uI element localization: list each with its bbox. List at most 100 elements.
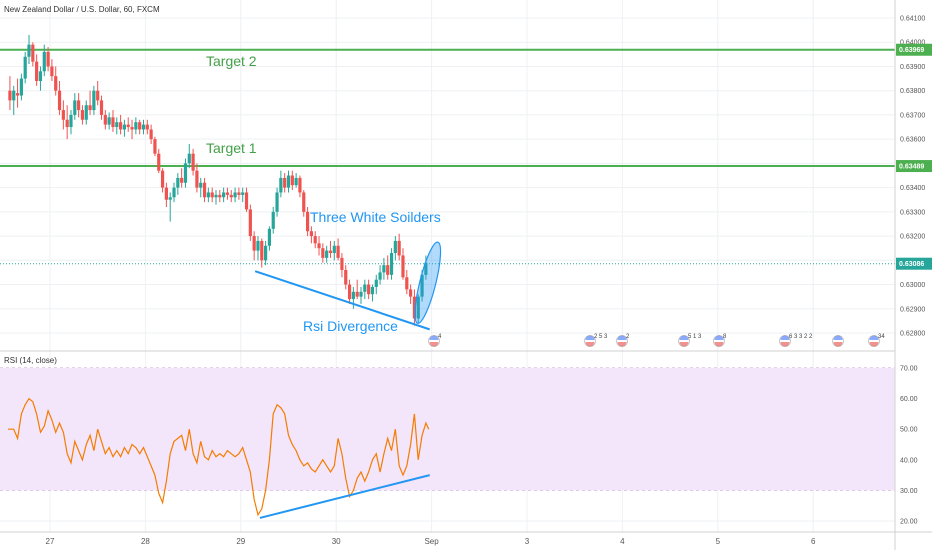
date-tick-label: 30 bbox=[332, 537, 341, 546]
candle-body bbox=[386, 265, 390, 275]
candle-body bbox=[222, 192, 226, 198]
rsi-tick-label: 20.00 bbox=[900, 519, 918, 526]
candle-body bbox=[267, 228, 272, 246]
event-marker[interactable]: 8 bbox=[713, 334, 728, 347]
candle-body bbox=[317, 243, 321, 249]
candle-body bbox=[35, 61, 39, 81]
date-tick-label: 29 bbox=[236, 537, 245, 546]
candle-body bbox=[191, 153, 195, 171]
price-tick-label: 0.63900 bbox=[900, 64, 925, 71]
candle-body bbox=[363, 284, 367, 292]
candle-body bbox=[46, 51, 50, 67]
candle-body bbox=[286, 175, 291, 188]
candle-body bbox=[42, 51, 46, 72]
candle-body bbox=[118, 122, 123, 130]
candle-body bbox=[202, 182, 207, 198]
candle-body bbox=[412, 296, 417, 319]
economic-events[interactable]: 4 2 5 3 2 5 1 3 8 6 3 3 2 2 34 bbox=[428, 334, 886, 347]
three-soldiers-ellipse[interactable] bbox=[410, 240, 446, 325]
candle-body bbox=[344, 270, 348, 285]
candle-body bbox=[309, 231, 313, 237]
candle-body bbox=[84, 105, 88, 120]
price-tick-label: 0.63300 bbox=[900, 209, 925, 216]
candle-body bbox=[206, 192, 210, 198]
candle-body bbox=[214, 194, 218, 198]
annotation-target-1[interactable]: Target 1 bbox=[206, 140, 257, 156]
candle-body bbox=[302, 192, 306, 212]
candle-body bbox=[50, 66, 54, 77]
event-marker[interactable]: 6 3 3 2 2 bbox=[779, 334, 814, 347]
price-divergence-trendline[interactable] bbox=[254, 270, 431, 331]
event-marker[interactable]: 2 bbox=[616, 334, 631, 347]
event-flag-top bbox=[617, 335, 627, 340]
event-flag-top bbox=[833, 335, 843, 340]
candle-body bbox=[199, 182, 203, 188]
price-tick-label: 0.63200 bbox=[900, 234, 925, 241]
candles bbox=[8, 34, 428, 326]
candle-body bbox=[210, 192, 214, 198]
candle-body bbox=[187, 153, 191, 164]
candle-body bbox=[370, 286, 375, 295]
event-marker[interactable]: 2 5 3 bbox=[584, 334, 609, 347]
rsi-tick-label: 50.00 bbox=[900, 427, 918, 434]
candle-body bbox=[31, 44, 35, 62]
event-marker[interactable]: 5 1 3 bbox=[678, 334, 703, 347]
candle-body bbox=[54, 76, 58, 91]
candle-body bbox=[92, 90, 96, 111]
candle-body bbox=[244, 192, 249, 210]
candle-body bbox=[8, 90, 12, 101]
event-marker[interactable]: 4 bbox=[428, 334, 443, 347]
candle-body bbox=[424, 262, 428, 275]
candle-body bbox=[420, 274, 424, 297]
time-axis[interactable]: 27 28 29 30 Sep 3 4 5 6 bbox=[46, 537, 816, 546]
candle-body bbox=[168, 197, 172, 200]
price-tag-bg bbox=[896, 160, 932, 173]
price-tick-label: 0.64000 bbox=[900, 40, 925, 47]
candle-body bbox=[145, 124, 149, 130]
candle-body bbox=[275, 192, 279, 212]
candle-body bbox=[336, 245, 340, 258]
candle-body bbox=[88, 105, 92, 111]
rsi-divergence-trendline[interactable] bbox=[259, 474, 430, 519]
candle-body bbox=[382, 265, 386, 273]
event-flag-bottom bbox=[714, 342, 724, 347]
event-marker[interactable]: 34 bbox=[868, 334, 886, 347]
event-flag-top bbox=[585, 335, 595, 340]
event-flag-top bbox=[869, 335, 879, 340]
candle-body bbox=[149, 129, 153, 140]
event-flag-bottom bbox=[585, 342, 595, 347]
candle-body bbox=[103, 114, 107, 125]
candle-body bbox=[23, 56, 27, 79]
candle-body bbox=[218, 194, 222, 198]
event-marker[interactable] bbox=[832, 335, 844, 347]
annotation-target-2[interactable]: Target 2 bbox=[206, 53, 257, 69]
candle-body bbox=[351, 291, 355, 300]
candle-body bbox=[73, 100, 77, 115]
event-count-label: 6 3 3 2 2 bbox=[789, 334, 813, 340]
price-tick-label: 0.63400 bbox=[900, 185, 925, 192]
candle-body bbox=[77, 100, 81, 111]
candle-body bbox=[107, 117, 111, 125]
date-tick-label: 5 bbox=[716, 537, 721, 546]
candle-body bbox=[141, 124, 146, 130]
candle-body bbox=[283, 177, 287, 188]
rsi-title: RSI (14, close) bbox=[4, 356, 57, 365]
price-levels bbox=[0, 48, 895, 265]
candle-body bbox=[180, 177, 184, 183]
annotation-rsi-divergence[interactable]: Rsi Divergence bbox=[303, 318, 398, 334]
price-tag-label: 0.63489 bbox=[899, 164, 924, 171]
candle-body bbox=[264, 245, 268, 261]
rsi-tick-label: 60.00 bbox=[900, 396, 918, 403]
price-tags: 0.63969 0.63489 0.63086 bbox=[896, 43, 932, 270]
chart-title: New Zealand Dollar / U.S. Dollar, 60, FX… bbox=[4, 5, 160, 14]
candle-body bbox=[393, 240, 397, 254]
candle-body bbox=[305, 211, 310, 232]
candle-body bbox=[378, 272, 382, 280]
annotation-three-white-soldiers[interactable]: Three White Soilders bbox=[310, 209, 441, 225]
candle-body bbox=[183, 163, 188, 183]
price-tick-label: 0.62800 bbox=[900, 331, 925, 338]
rsi-axis[interactable]: 70.00 60.00 50.00 40.00 30.00 20.00 bbox=[900, 366, 918, 526]
price-tick-label: 0.63000 bbox=[900, 282, 925, 289]
date-tick-label: Sep bbox=[424, 537, 439, 546]
candle-body bbox=[111, 117, 115, 128]
